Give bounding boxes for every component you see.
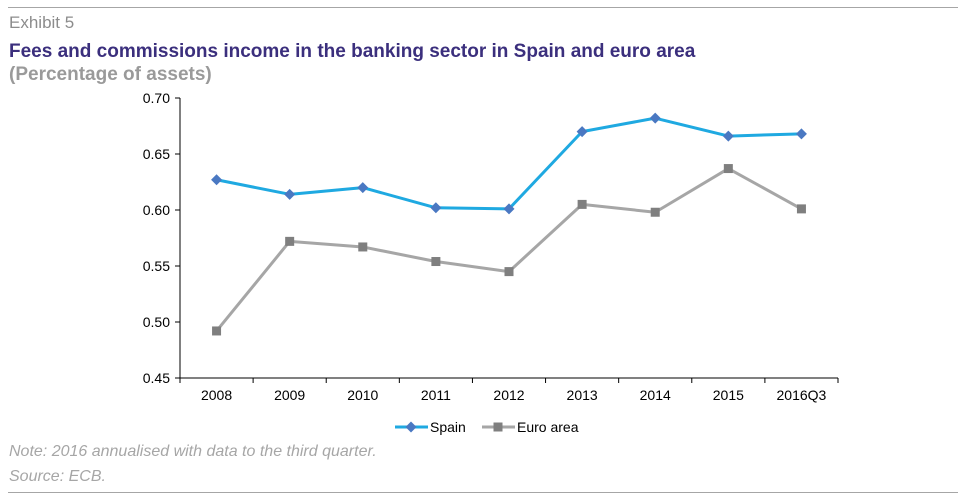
x-tick-labels: 2008 2009 2010 2011 2012 2013 2014 2015 2016Q3 [201, 387, 827, 403]
legend-marker [493, 422, 503, 432]
data-point [649, 112, 661, 124]
y-tick-label: 0.50 [143, 314, 170, 330]
x-tick-label: 2015 [713, 387, 744, 403]
exhibit-label: Exhibit 5 [9, 13, 75, 32]
data-point [503, 203, 515, 215]
data-point [357, 182, 369, 194]
chart-note: Note: 2016 annualised with data to the t… [9, 443, 377, 460]
data-point [431, 257, 441, 267]
series-markers [211, 112, 807, 336]
legend-label: Spain [430, 419, 466, 435]
bottom-rule [8, 492, 958, 493]
top-rule [8, 7, 958, 8]
data-point [211, 174, 223, 186]
x-tick-label: 2014 [640, 387, 671, 403]
chart-legend: Spain Euro area [395, 419, 579, 435]
legend-marker [405, 421, 417, 433]
x-tick-label: 2013 [567, 387, 598, 403]
chart-title: Fees and commissions income in the banki… [9, 41, 696, 62]
y-tick-labels: 0.70 0.65 0.60 0.55 0.50 0.45 [143, 90, 170, 386]
y-tick-label: 0.65 [143, 146, 170, 162]
data-point [576, 126, 588, 138]
data-point [284, 188, 296, 200]
y-tick-label: 0.60 [143, 202, 170, 218]
chart-subtitle: (Percentage of assets) [9, 64, 212, 85]
x-tick-label: 2008 [201, 387, 232, 403]
legend-label: Euro area [517, 419, 579, 435]
series-lines [215, 116, 803, 332]
data-point [650, 207, 660, 217]
data-point [796, 204, 806, 214]
chart-axes [175, 97, 839, 383]
data-point [504, 267, 514, 277]
x-tick-label: 2016Q3 [777, 387, 827, 403]
x-tick-label: 2009 [274, 387, 305, 403]
data-point [212, 326, 222, 336]
y-tick-label: 0.70 [143, 90, 170, 106]
y-tick-label: 0.55 [143, 258, 170, 274]
chart-source: Source: ECB. [9, 468, 106, 485]
x-tick-label: 2012 [493, 387, 524, 403]
data-point [795, 128, 807, 140]
data-point [577, 199, 587, 209]
series-line-0 [216, 116, 802, 211]
data-point [430, 202, 442, 214]
x-tick-label: 2011 [421, 387, 451, 403]
x-tick-label: 2010 [347, 387, 378, 403]
data-point [722, 130, 734, 142]
data-point [723, 164, 733, 174]
y-tick-label: 0.45 [143, 370, 170, 386]
data-point [358, 242, 368, 252]
data-point [285, 236, 295, 246]
